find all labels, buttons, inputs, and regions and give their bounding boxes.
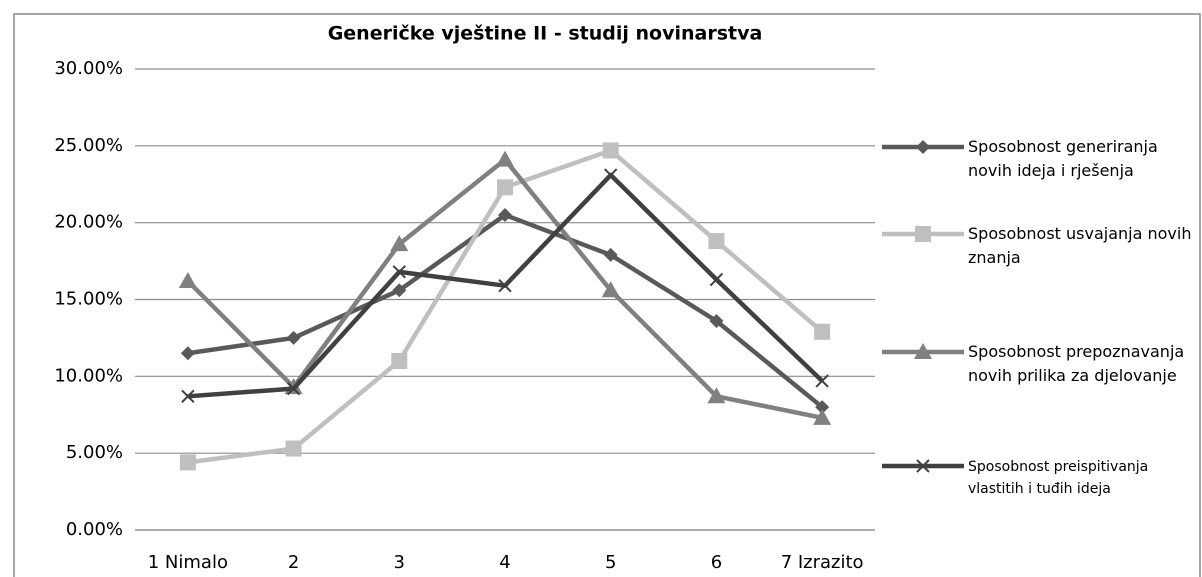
- y-tick-label: 5.00%: [66, 442, 123, 463]
- marker-x: [815, 374, 829, 388]
- x-tick-label: 5: [605, 552, 616, 573]
- marker-triangle: [914, 343, 932, 359]
- marker-x: [286, 381, 301, 396]
- marker-square: [179, 454, 196, 471]
- marker-square: [915, 226, 931, 242]
- y-tick-label: 30.00%: [54, 58, 123, 79]
- chart-title: Generičke vještine II - studij novinarst…: [328, 23, 763, 45]
- y-tick-label: 0.00%: [66, 519, 123, 540]
- marker-triangle: [601, 281, 620, 298]
- marker-x: [181, 389, 195, 404]
- marker-square: [708, 233, 725, 250]
- marker-triangle: [496, 150, 514, 167]
- y-tick-label: 15.00%: [54, 289, 123, 310]
- legend-label: Sposobnost generiranja novih ideja i rje…: [968, 137, 1158, 180]
- chart-frame: [13, 13, 1201, 577]
- marker-diamond: [392, 283, 407, 298]
- marker-square: [814, 323, 831, 340]
- marker-diamond: [709, 314, 724, 329]
- marker-triangle: [813, 408, 832, 425]
- marker-triangle: [707, 387, 726, 404]
- x-tick-label: 4: [499, 552, 510, 573]
- marker-diamond: [180, 346, 195, 361]
- marker-triangle: [390, 235, 409, 252]
- legend-label: Sposobnost preispitivanja vlastitih i tu…: [968, 459, 1149, 497]
- series-line: [187, 148, 824, 465]
- marker-square: [497, 179, 513, 196]
- marker-x: [916, 459, 930, 473]
- marker-square: [285, 440, 302, 457]
- x-tick-label: 7 Izrazito: [781, 552, 864, 573]
- x-tick-label: 1 Nimalo: [148, 552, 228, 573]
- x-tick-label: 6: [711, 552, 722, 573]
- marker-diamond: [286, 330, 301, 345]
- marker-square: [391, 352, 408, 369]
- y-tick-label: 25.00%: [54, 135, 123, 156]
- marker-diamond: [603, 247, 618, 262]
- x-tick-label: 3: [394, 552, 405, 573]
- marker-x: [392, 265, 406, 279]
- marker-diamond: [916, 140, 930, 154]
- marker-diamond: [498, 207, 512, 222]
- legend-label: Sposobnost prepoznavanja novih prilika z…: [968, 342, 1185, 385]
- legend-label: Sposobnost usvajanja novih znanja: [968, 224, 1192, 267]
- marker-x: [604, 168, 618, 182]
- marker-square: [602, 142, 619, 159]
- y-tick-label: 20.00%: [54, 212, 123, 233]
- marker-x: [709, 272, 724, 287]
- x-tick-label: 2: [288, 552, 299, 573]
- marker-diamond: [815, 400, 830, 415]
- y-tick-label: 10.00%: [54, 365, 123, 386]
- marker-x: [498, 278, 512, 293]
- marker-triangle: [178, 272, 197, 289]
